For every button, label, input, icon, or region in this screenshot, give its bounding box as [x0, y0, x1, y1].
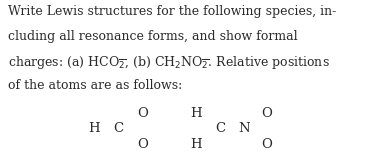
Text: H: H	[190, 107, 202, 120]
Text: cluding all resonance forms, and show formal: cluding all resonance forms, and show fo…	[8, 30, 298, 43]
Text: Write Lewis structures for the following species, in-: Write Lewis structures for the following…	[8, 5, 336, 18]
Text: C: C	[113, 122, 124, 135]
Text: H: H	[190, 138, 202, 151]
Text: of the atoms are as follows:: of the atoms are as follows:	[8, 79, 182, 92]
Text: O: O	[137, 138, 148, 151]
Text: O: O	[261, 138, 272, 151]
Text: N: N	[238, 122, 250, 135]
Text: O: O	[261, 107, 272, 120]
Text: H: H	[88, 122, 100, 135]
Text: charges: (a) HCO$_{\overline{\mathsf{2}}}$, (b) CH$_{\mathsf{2}}$NO$_{\overline{: charges: (a) HCO$_{\overline{\mathsf{2}}…	[8, 54, 330, 71]
Text: C: C	[215, 122, 225, 135]
Text: O: O	[137, 107, 148, 120]
